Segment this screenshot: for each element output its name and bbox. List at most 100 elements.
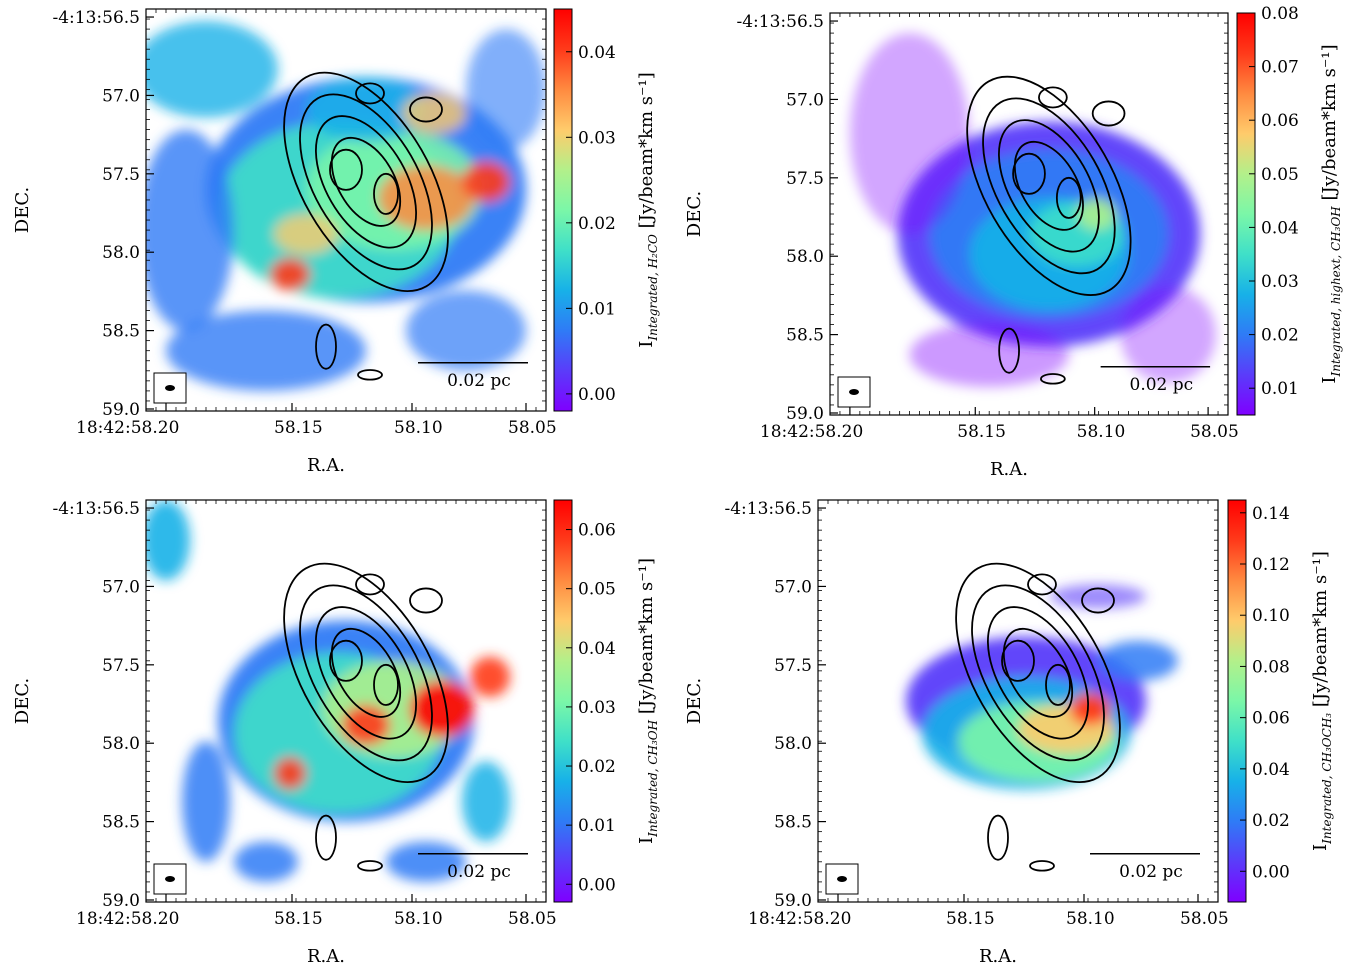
colorbar-tick-label: 0.03	[578, 128, 616, 148]
heatmap-blob	[1120, 286, 1217, 383]
scale-bar-label: 0.02 pc	[1130, 375, 1194, 395]
y-axis-label: DEC.	[684, 678, 705, 724]
contour-blob	[315, 814, 337, 861]
y-axis-label: DEC.	[12, 187, 33, 233]
colorbar-tick-label: 0.02	[1261, 326, 1299, 346]
y-tick-label: -4:13:56.5	[53, 8, 141, 28]
contour-core	[329, 148, 363, 191]
colorbar-tick-label: 0.10	[1252, 606, 1290, 626]
colorbar	[553, 499, 573, 903]
x-tick-label: 58.10	[1066, 909, 1115, 929]
colorbar-tick-label: 0.12	[1252, 555, 1290, 575]
contours	[966, 75, 1132, 385]
x-axis-label: R.A.	[979, 946, 1017, 967]
x-tick-label: 58.10	[394, 418, 443, 438]
colorbar-label: IIntegrated, H₂CO [Jy/beam*km s⁻¹]	[636, 72, 660, 347]
heatmap-blob	[378, 165, 474, 231]
contour-blob	[357, 860, 383, 872]
colorbar-tick-label: 0.02	[578, 214, 616, 234]
colorbar-tick-label: 0.04	[578, 639, 616, 659]
x-tick-label: 58.10	[1077, 422, 1126, 442]
contour-blob	[355, 82, 385, 105]
contour-blob	[355, 573, 385, 596]
contour-blob	[1027, 573, 1057, 596]
y-tick-label: 57.5	[102, 165, 140, 185]
contours	[955, 562, 1121, 872]
heatmap-blob	[1098, 640, 1178, 681]
y-tick-label: 57.0	[102, 577, 140, 597]
contour-ring	[971, 584, 1105, 762]
contour-blob	[409, 96, 443, 123]
colorbar-tick-label: 0.02	[1252, 811, 1290, 831]
heatmap-blob	[386, 841, 466, 882]
heatmap-blob	[849, 33, 970, 235]
scale-bar-label: 0.02 pc	[1119, 862, 1183, 882]
heatmap-blob	[1050, 584, 1146, 609]
contour-ring	[1013, 140, 1084, 231]
colorbar	[1236, 12, 1256, 416]
y-tick-label: 59.0	[786, 404, 824, 424]
contour-core	[1045, 663, 1071, 706]
heatmap-blob	[1076, 197, 1117, 231]
x-axis-label: R.A.	[307, 946, 345, 967]
colorbar-tick-label: 0.05	[578, 580, 616, 600]
heatmap-blob	[234, 841, 298, 882]
y-tick-label: 58.5	[102, 813, 140, 833]
colorbar-tick-label: 0.08	[1252, 657, 1290, 677]
colorbar-tick-label: 0.06	[1252, 709, 1290, 729]
y-axis-label: DEC.	[684, 191, 705, 237]
contour-blob	[987, 814, 1009, 861]
colorbar-label: IIntegrated, CH₃OCH₃ [Jy/beam*km s⁻¹]	[1310, 551, 1334, 851]
heatmap-blob	[166, 310, 366, 391]
scale-bar-label: 0.02 pc	[447, 371, 511, 391]
contour-ring	[982, 97, 1116, 275]
y-tick-label: 59.0	[774, 891, 812, 911]
heatmap-blob	[274, 214, 338, 255]
y-tick-label: 57.0	[774, 577, 812, 597]
colorbar-tick-label: 0.06	[1261, 111, 1299, 131]
contour-ring	[966, 75, 1132, 296]
heatmap-blob	[410, 680, 474, 738]
y-tick-label: -4:13:56.5	[53, 499, 141, 519]
x-axis-label: R.A.	[990, 459, 1028, 480]
heatmap-blob	[270, 258, 310, 291]
contour-ring	[1002, 627, 1074, 718]
heatmap-blob	[146, 129, 234, 331]
colorbar-label: IIntegrated, highext, CH₃OH [Jy/beam*km …	[1319, 44, 1343, 383]
y-tick-label: 57.5	[786, 169, 824, 189]
contour-ring	[998, 119, 1100, 253]
colorbar-tick-label: 0.00	[578, 385, 616, 405]
x-tick-label: 58.15	[957, 422, 1006, 442]
colorbar-tick-label: 0.02	[578, 757, 616, 777]
colorbar	[1227, 499, 1247, 903]
x-tick-label: 18:42:58.20	[76, 418, 179, 438]
y-tick-label: 57.0	[786, 90, 824, 110]
contour-ring	[315, 115, 417, 249]
heatmap-blob	[342, 705, 390, 746]
x-tick-label: 58.05	[1180, 909, 1229, 929]
y-tick-label: 57.5	[102, 656, 140, 676]
colorbar-tick-label: 0.07	[1261, 58, 1299, 78]
contour-ring	[283, 71, 449, 292]
colorbar-tick-label: 0.05	[1261, 165, 1299, 185]
contour-core	[373, 663, 399, 706]
y-tick-label: -4:13:56.5	[737, 12, 825, 32]
beam-ellipse	[165, 876, 175, 882]
contour-ring	[299, 584, 433, 762]
contour-blob	[1038, 86, 1068, 109]
x-axis-label: R.A.	[307, 455, 345, 476]
colorbar-tick-label: 0.14	[1252, 504, 1290, 524]
heatmap-blob	[406, 290, 526, 371]
contour-blob	[1081, 587, 1115, 614]
contour-blob	[409, 587, 443, 614]
y-tick-label: 59.0	[102, 891, 140, 911]
contour-blob	[1040, 373, 1066, 385]
contour-ring	[315, 606, 417, 740]
y-tick-label: 58.0	[102, 734, 140, 754]
colorbar-tick-label: 0.01	[578, 816, 616, 836]
contour-blob	[357, 369, 383, 381]
x-tick-label: 18:42:58.20	[748, 909, 851, 929]
